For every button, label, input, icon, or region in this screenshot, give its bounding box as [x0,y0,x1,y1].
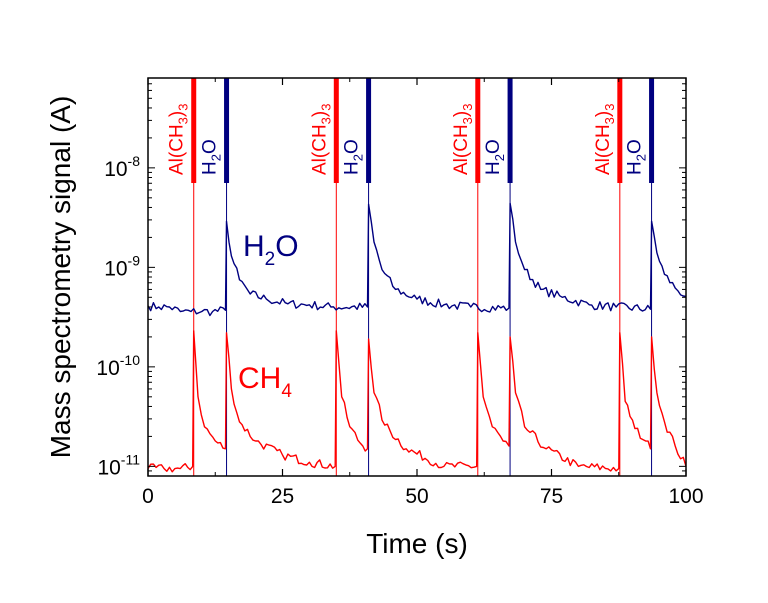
x-axis-title: Time (s) [366,528,468,559]
pulse-label-tma-6: Al(CH3)3 [593,104,617,175]
pulse-label-tma-0: Al(CH3)3 [167,104,191,175]
x-tick-label: 25 [271,485,294,508]
pulse-bar-h2o-5 [507,78,513,183]
x-tick-label: 100 [668,485,703,508]
pulse-bar-h2o-3 [366,78,372,183]
series-label-ch4: CH4 [238,362,292,402]
pulse-bar-tma-0 [191,78,197,183]
annotations: H2O CH4 [238,230,299,402]
pulse-label-h2o-7: H2O [625,139,649,175]
pulse-bar-tma-6 [617,78,623,183]
pulse-bar-h2o-7 [649,78,655,183]
pulse-label-tma-2: Al(CH3)3 [309,104,333,175]
pulse-label-tma-4: Al(CH3)3 [451,104,475,175]
pulse-label-h2o-3: H2O [342,139,366,175]
y-tick-label: 10-9 [104,252,140,280]
pulse-bar-h2o-1 [224,78,230,183]
pulse-bar-tma-4 [475,78,481,183]
series-label-h2o: H2O [243,230,299,270]
axis-ticks: 0 25 50 75 100 10-11 10-10 10-9 10-8 [96,77,704,508]
x-tick-label: 50 [405,485,428,508]
pulse-label-h2o-1: H2O [200,139,224,175]
y-tick-label: 10-11 [97,451,140,479]
x-tick-label: 75 [540,485,563,508]
series-line-ch4 [147,330,687,473]
pulse-markers: Al(CH3)3 H2O Al(CH3)3 H2O Al(CH3)3 H2O Al(CH3)… [167,78,655,476]
y-axis-title: Mass spectrometry signal (A) [45,96,76,459]
pulse-bar-tma-2 [333,78,339,183]
x-tick-label: 0 [142,485,154,508]
series-lines [147,202,687,473]
y-tick-label: 10-10 [96,352,140,380]
y-tick-label: 10-8 [104,153,140,181]
series-line-h2o [147,202,687,317]
pulse-label-h2o-5: H2O [483,139,507,175]
